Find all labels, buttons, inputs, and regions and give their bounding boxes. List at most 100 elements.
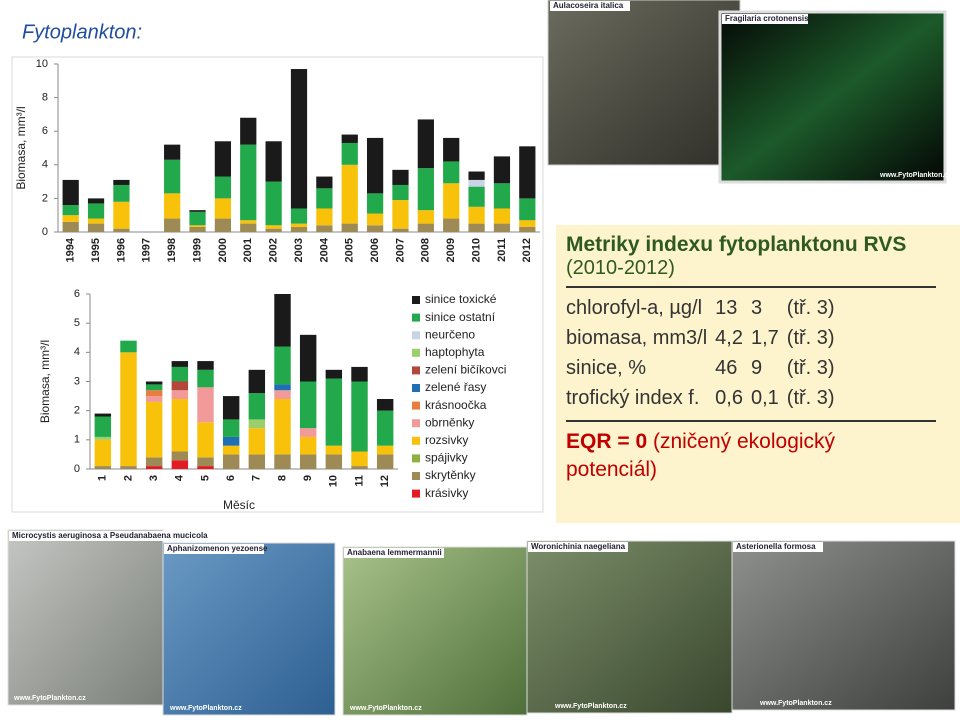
legend-label: neurčeno xyxy=(425,327,475,341)
bar-segment xyxy=(197,387,214,423)
metrics-row: chlorofyl-a, µg/l 13 3 (tř. 3) xyxy=(566,294,843,324)
bar-segment xyxy=(62,205,79,216)
legend-swatch xyxy=(412,366,420,375)
photo-caption: Anabaena lemmermannii xyxy=(347,548,442,557)
y-tick-label: 6 xyxy=(74,288,80,300)
bar-segment xyxy=(94,466,112,469)
x-tick-label: 6 xyxy=(225,475,237,481)
metrics-cell: biomasa, mm3/l xyxy=(566,327,708,349)
bar-segment xyxy=(171,399,189,452)
legend-swatch xyxy=(412,313,420,322)
bar-segment xyxy=(171,390,189,399)
bar-segment xyxy=(299,454,317,469)
x-tick-label: 2005 xyxy=(344,238,356,262)
y-tick-label: 0 xyxy=(42,226,48,238)
bar-segment xyxy=(325,454,343,469)
metrics-cell: 0,1 xyxy=(750,387,779,409)
x-tick-label: 9 xyxy=(302,475,314,481)
bar-segment xyxy=(274,346,291,385)
bar-segment xyxy=(376,410,394,446)
x-tick-label: 1999 xyxy=(191,238,203,262)
watermark: www.FytoPlankton.cz xyxy=(13,695,86,702)
legend-label: spájivky xyxy=(425,451,468,465)
x-tick-label: 2008 xyxy=(420,238,432,262)
legend-label: zelení bičíkovci xyxy=(425,363,506,377)
bar-segment xyxy=(164,218,181,232)
bar-segment xyxy=(274,384,291,391)
bar-segment xyxy=(468,186,485,207)
metrics-cell: 3 xyxy=(750,297,763,319)
x-tick-label: 8 xyxy=(276,475,288,481)
photo-caption: Microcystis aeruginosa a Pseudanabaena m… xyxy=(12,531,208,540)
bar-segment xyxy=(222,419,240,437)
legend-swatch xyxy=(412,436,420,445)
legend-swatch xyxy=(412,454,420,463)
photo-caption: Fragilaria crotonensis xyxy=(725,14,809,23)
x-tick-label: 2003 xyxy=(293,238,305,262)
legend-swatch xyxy=(412,489,420,498)
legend-label: zelené řasy xyxy=(425,380,486,394)
x-tick-label: 10 xyxy=(328,475,340,487)
bar-segment xyxy=(316,225,333,232)
bar-segment xyxy=(341,142,358,165)
metrics-row: biomasa, mm3/l 4,2 1,7 (tř. 3) xyxy=(566,324,843,354)
bar-segment xyxy=(274,390,291,399)
bar-segment xyxy=(376,454,394,469)
bar-segment xyxy=(325,378,343,446)
bar-segment xyxy=(62,215,79,222)
bar-segment xyxy=(417,119,434,169)
bar-segment xyxy=(145,384,163,391)
legend-swatch xyxy=(412,419,420,428)
metrics-cell: 0,6 xyxy=(715,387,743,409)
bar-segment xyxy=(299,436,317,455)
legend-swatch xyxy=(412,331,420,340)
metrics-cell: 1,7 xyxy=(750,327,779,349)
photo xyxy=(731,540,956,711)
bar-segment xyxy=(197,422,214,458)
bar-segment xyxy=(197,361,214,370)
bar-segment xyxy=(189,226,206,232)
x-tick-label: 11 xyxy=(353,475,365,487)
watermark: www.FytoPlankton.cz xyxy=(759,700,832,707)
legend-label: skrytěnky xyxy=(425,468,476,482)
legend-label: obrněnky xyxy=(425,415,474,429)
bar-segment xyxy=(341,223,358,232)
caption-bg xyxy=(9,531,209,541)
bar-segment xyxy=(113,201,130,229)
bar-segment xyxy=(171,381,189,391)
x-tick-label: 4 xyxy=(174,474,186,481)
y-tick-label: 10 xyxy=(36,58,48,70)
bar-segment xyxy=(120,352,137,467)
caption-bg xyxy=(722,14,808,24)
photo-caption: Asterionella formosa xyxy=(736,542,816,551)
photo-caption: Aulacoseira italica xyxy=(553,1,624,10)
caption-bg xyxy=(733,542,823,552)
bar-segment xyxy=(164,159,181,194)
bar-segment xyxy=(366,225,384,232)
x-tick-label: 2 xyxy=(122,475,134,481)
legend-swatch xyxy=(412,296,420,304)
bar-segment xyxy=(316,188,333,209)
x-tick-label: 1996 xyxy=(115,238,127,262)
bar-segment xyxy=(366,193,384,214)
bar-segment xyxy=(222,396,240,420)
rule xyxy=(566,420,936,422)
legend-label: sinice toxické xyxy=(425,292,497,306)
bar-segment xyxy=(240,220,257,224)
photo xyxy=(7,529,164,706)
legend-swatch xyxy=(412,401,420,410)
bar-segment xyxy=(376,399,394,411)
bar-segment xyxy=(171,460,189,469)
bar-segment xyxy=(325,369,343,379)
bar-segment xyxy=(443,161,460,184)
y-tick-label: 2 xyxy=(74,405,80,417)
bar-segment xyxy=(113,184,130,202)
bar-segment xyxy=(214,176,232,199)
metrics-title: Metriky indexu fytoplanktonu RVS xyxy=(566,233,907,256)
bar-segment xyxy=(274,399,291,455)
bar-segment xyxy=(248,419,266,429)
bar-segment xyxy=(519,146,536,199)
x-tick-label: 1995 xyxy=(90,238,102,262)
bar-segment xyxy=(94,436,112,440)
